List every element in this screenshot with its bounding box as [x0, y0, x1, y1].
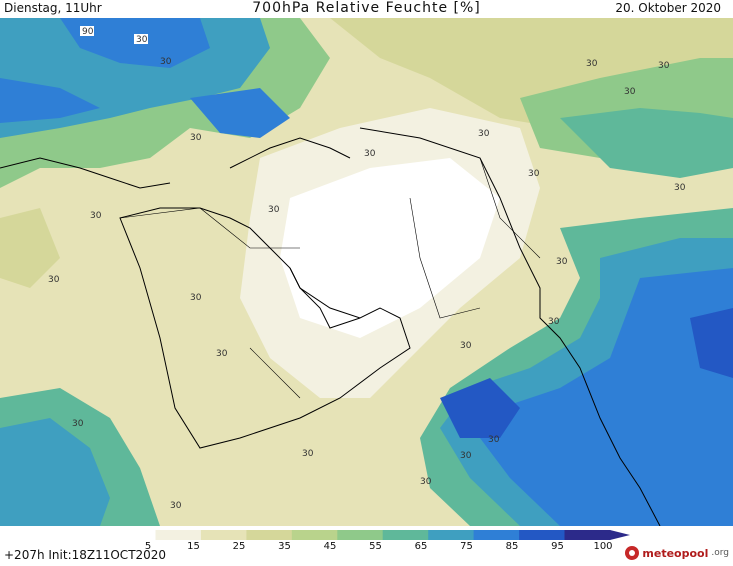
colorbar-tick-label: 65 — [414, 541, 428, 552]
meteopool-logo: meteopool .org — [625, 546, 729, 560]
contour-label: 30 — [548, 317, 560, 327]
colorbar-tick-label: 100 — [593, 541, 613, 552]
colorbar — [110, 530, 630, 540]
contour-label: 30 — [90, 211, 102, 221]
contour-label: 30 — [488, 435, 500, 445]
colorbar-tick-label: 35 — [278, 541, 291, 552]
humidity-map: 90 30 30 30 30 30 30 30 30 30 30 30 30 3… — [0, 18, 733, 526]
contour-label: 30 — [586, 59, 598, 69]
colorbar-tick-label: 95 — [551, 541, 564, 552]
colorbar-swatch — [200, 530, 247, 540]
map-canvas: 90 30 30 30 30 30 30 30 30 30 30 30 30 3… — [0, 18, 733, 526]
colorbar-swatch — [246, 530, 293, 540]
colorbar-tick-label: 75 — [460, 541, 473, 552]
valid-date: 20. Oktober 2020 — [615, 1, 721, 15]
model-run-info: +207h Init:18Z11OCT2020 — [4, 548, 167, 562]
map-title: 700hPa Relative Feuchte [%] — [252, 0, 481, 16]
colorbar-swatch — [291, 530, 338, 540]
contour-label: 30 — [190, 133, 202, 143]
colorbar-swatch — [473, 530, 520, 540]
contour-label: 30 — [624, 87, 636, 97]
contour-labels: 90 30 30 30 30 30 30 30 30 30 30 30 30 3… — [48, 26, 686, 511]
contour-label: 30 — [302, 449, 314, 459]
colorbar-arrow — [610, 530, 630, 540]
contour-label: 30 — [190, 293, 202, 303]
colorbar-swatch — [428, 530, 475, 540]
colorbar-swatch — [519, 530, 566, 540]
contour-label: 30 — [72, 419, 84, 429]
colorbar-swatch — [564, 530, 611, 540]
contour-label: 30 — [268, 205, 280, 215]
contour-label: 30 — [556, 257, 568, 267]
contour-label: 30 — [160, 57, 172, 67]
colorbar-tick-label: 45 — [323, 541, 337, 552]
contour-label: 30 — [460, 341, 472, 351]
colorbar-swatch — [337, 530, 384, 540]
contour-label: 90 — [82, 27, 94, 37]
contour-label: 30 — [170, 501, 182, 511]
colorbar-swatch — [155, 530, 202, 540]
contour-label: 30 — [674, 183, 686, 193]
header-bar: Dienstag, 11Uhr 700hPa Relative Feuchte … — [0, 0, 733, 18]
contour-label: 30 — [364, 149, 376, 159]
colorbar-tick-label: 25 — [232, 541, 246, 552]
colorbar-swatch — [110, 530, 156, 540]
borders — [119, 157, 541, 399]
contour-label: 30 — [216, 349, 228, 359]
logo-icon — [625, 546, 640, 560]
contour-label: 30 — [136, 35, 148, 45]
contour-label: 30 — [528, 169, 540, 179]
contour-label: 30 — [478, 129, 490, 139]
contour-label: 30 — [658, 61, 670, 71]
contour-label: 30 — [460, 451, 472, 461]
contour-label: 30 — [48, 275, 60, 285]
colorbar-tick-label: 15 — [187, 541, 200, 552]
logo-name: meteopool — [642, 546, 709, 560]
valid-time: Dienstag, 11Uhr — [4, 1, 102, 15]
contour-label: 30 — [420, 477, 432, 487]
logo-tld: .org — [711, 548, 729, 558]
colorbar-tick-label: 5 — [144, 541, 152, 552]
colorbar-tick-label: 85 — [505, 541, 519, 552]
colorbar-tick-label: 55 — [369, 541, 382, 552]
colorbar-swatch — [382, 530, 429, 540]
